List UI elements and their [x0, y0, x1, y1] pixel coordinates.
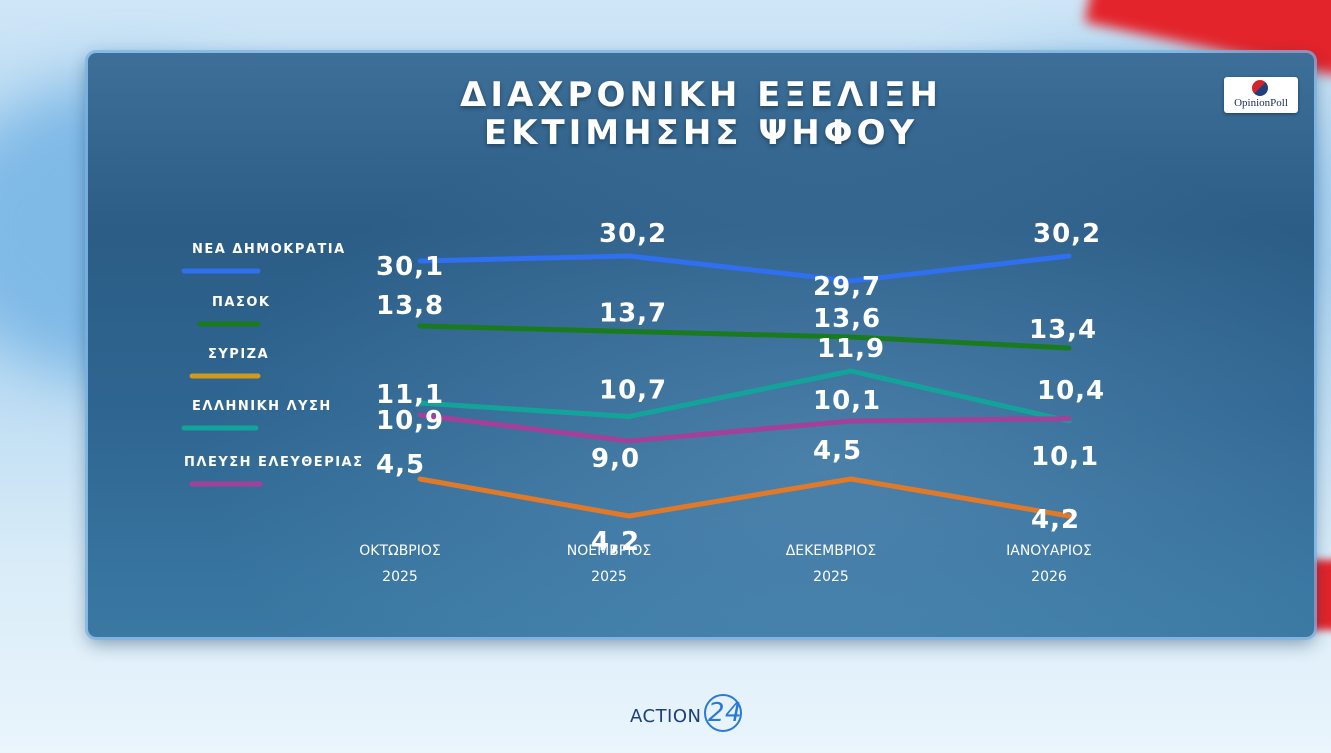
brand-circle-icon — [704, 694, 742, 732]
data-label-4-2: 10,1 — [813, 386, 881, 416]
data-label-4-3: 10,4 — [1037, 376, 1105, 406]
chart-title-line1: ΔΙΑΧΡΟΝΙΚΗ ΕΞΕΛΙΞΗ — [460, 75, 942, 115]
series-line-2 — [417, 476, 1072, 519]
data-label-0-3: 30,2 — [1033, 219, 1101, 249]
legend-label-1: ΠΑΣΟΚ — [212, 295, 270, 310]
x-tick-year-0: 2025 — [382, 569, 418, 585]
data-label-1-1: 13,7 — [599, 299, 667, 329]
data-label-2-1: 4,2 — [591, 527, 640, 557]
data-label-3-0: 11,1 — [376, 380, 444, 410]
series-line-0 — [417, 253, 1072, 284]
series-line-3 — [417, 368, 1072, 424]
series-line-4 — [417, 412, 1072, 444]
panel-glow — [88, 53, 1314, 637]
data-label-4-1: 9,0 — [591, 444, 640, 474]
chart-panel: ΔΙΑΧΡΟΝΙΚΗ ΕΞΕΛΙΞΗ ΕΚΤΙΜΗΣΗΣ ΨΗΦΟΥ Opini… — [88, 53, 1314, 637]
opinionpoll-logo-text: OpinionPoll — [1234, 97, 1288, 109]
x-tick-year-2: 2025 — [813, 569, 849, 585]
data-label-0-0: 30,1 — [376, 252, 444, 282]
data-label-0-1: 30,2 — [599, 219, 667, 249]
x-tick-month-3: ΙΑΝΟΥΑΡΙΟΣ — [1006, 543, 1092, 559]
x-tick-month-2: ΔΕΚΕΜΒΡΙΟΣ — [786, 543, 877, 559]
data-label-0-2: 29,7 — [813, 272, 881, 302]
legend-label-3: ΕΛΛΗΝΙΚΗ ΛΥΣΗ — [192, 399, 332, 414]
data-label-1-0: 13,8 — [376, 291, 444, 321]
brand-number: 24 — [708, 698, 743, 728]
data-label-1-3: 13,4 — [1029, 315, 1097, 345]
series-line-1 — [417, 323, 1072, 351]
data-label-2-3: 4,2 — [1031, 505, 1080, 535]
data-label-1-2: 13,6 — [813, 304, 881, 334]
x-tick-month-1: ΝΟΕΜΒΡΙΟΣ — [567, 543, 651, 559]
x-tick-year-1: 2025 — [591, 569, 627, 585]
brand-word: ACTION — [630, 706, 702, 727]
opinionpoll-logo: OpinionPoll — [1224, 77, 1298, 113]
chart-title-line2: ΕΚΤΙΜΗΣΗΣ ΨΗΦΟΥ — [483, 113, 919, 153]
data-label-2-0: 4,5 — [376, 450, 425, 480]
opinionpoll-logo-icon — [1252, 80, 1268, 96]
data-label-3-3: 10,1 — [1031, 442, 1099, 472]
legend-label-4: ΠΛΕΥΣΗ ΕΛΕΥΘΕΡΙΑΣ — [184, 455, 364, 470]
data-label-3-2: 11,9 — [817, 334, 885, 364]
line-chart: 30,1 30,2 29,7 30,2 13,8 13,7 13,6 13,4 4,5 4,2 4,… — [181, 219, 1105, 585]
data-label-2-2: 4,5 — [813, 436, 862, 466]
data-label-3-1: 10,7 — [599, 376, 667, 406]
data-label-4-0: 10,9 — [376, 406, 444, 436]
x-tick-year-3: 2026 — [1031, 569, 1067, 585]
x-tick-month-0: ΟΚΤΩΒΡΙΟΣ — [359, 543, 441, 559]
legend-label-0: ΝΕΑ ΔΗΜΟΚΡΑΤΙΑ — [192, 242, 346, 257]
legend-label-2: ΣΥΡΙΖΑ — [208, 347, 269, 362]
